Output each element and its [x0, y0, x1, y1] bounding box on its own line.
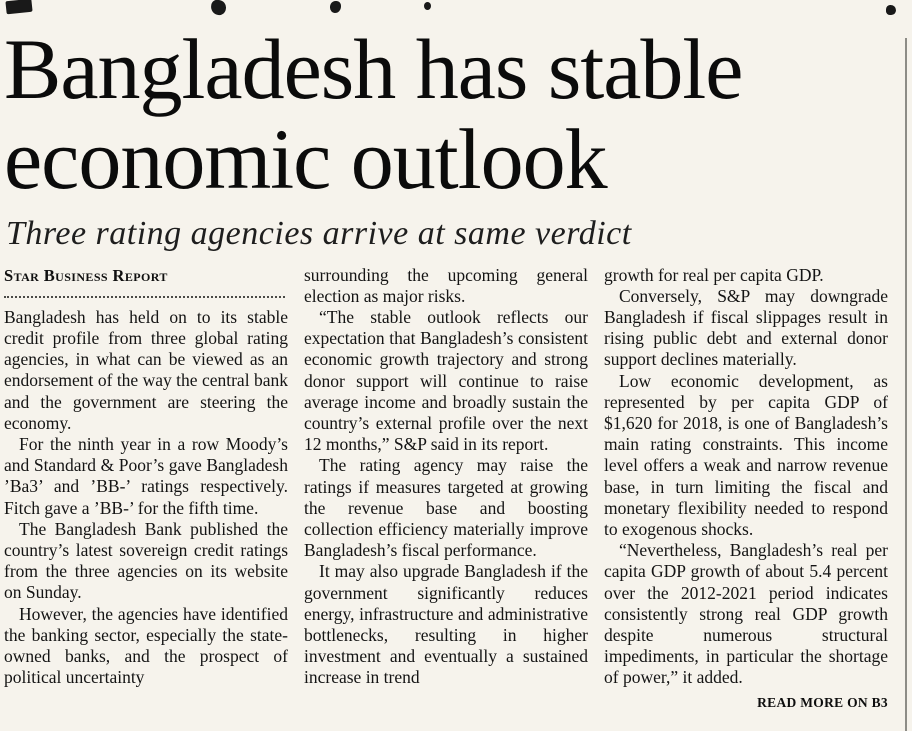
body-column-2: surrounding the upcoming general electio…: [304, 265, 588, 713]
body-paragraph: Low economic development, as represented…: [604, 370, 888, 540]
adjacent-column-rule: [905, 38, 907, 731]
body-paragraph: Conversely, S&P may downgrade Bangladesh…: [604, 285, 888, 370]
body-paragraph: Bangladesh has held on to its stable cre…: [4, 306, 288, 433]
byline-dotted-rule: [4, 294, 286, 298]
scan-artifact-5: [886, 5, 896, 15]
body-paragraph: It may also upgrade Bangladesh if the go…: [304, 561, 588, 688]
body-paragraph: However, the agencies have identified th…: [4, 603, 288, 688]
article-subheadline: Three rating agencies arrive at same ver…: [6, 214, 632, 252]
body-paragraph: surrounding the upcoming general electio…: [304, 264, 588, 306]
byline: Star Business Report: [4, 265, 168, 285]
body-paragraph: “The stable outlook reflects our expecta…: [304, 307, 588, 455]
body-paragraph: “Nevertheless, Bangladesh’s real per cap…: [604, 540, 888, 688]
body-column-3: growth for real per capita GDP. Converse…: [604, 265, 888, 713]
read-more-pointer: READ MORE ON B3: [757, 694, 888, 710]
article-body-columns: Star Business Report Bangladesh has held…: [4, 265, 888, 713]
body-column-1: Star Business Report Bangladesh has held…: [4, 265, 288, 713]
body-paragraph: The Bangladesh Bank published the countr…: [4, 518, 288, 603]
body-paragraph: For the ninth year in a row Moody’s and …: [4, 434, 288, 518]
scan-artifact-3: [330, 1, 341, 13]
article-headline: Bangladesh has stable economic outlook: [4, 21, 743, 208]
body-paragraph: The rating agency may raise the ratings …: [304, 455, 588, 561]
body-paragraph: growth for real per capita GDP.: [604, 264, 824, 285]
scan-artifact-4: [424, 2, 431, 10]
